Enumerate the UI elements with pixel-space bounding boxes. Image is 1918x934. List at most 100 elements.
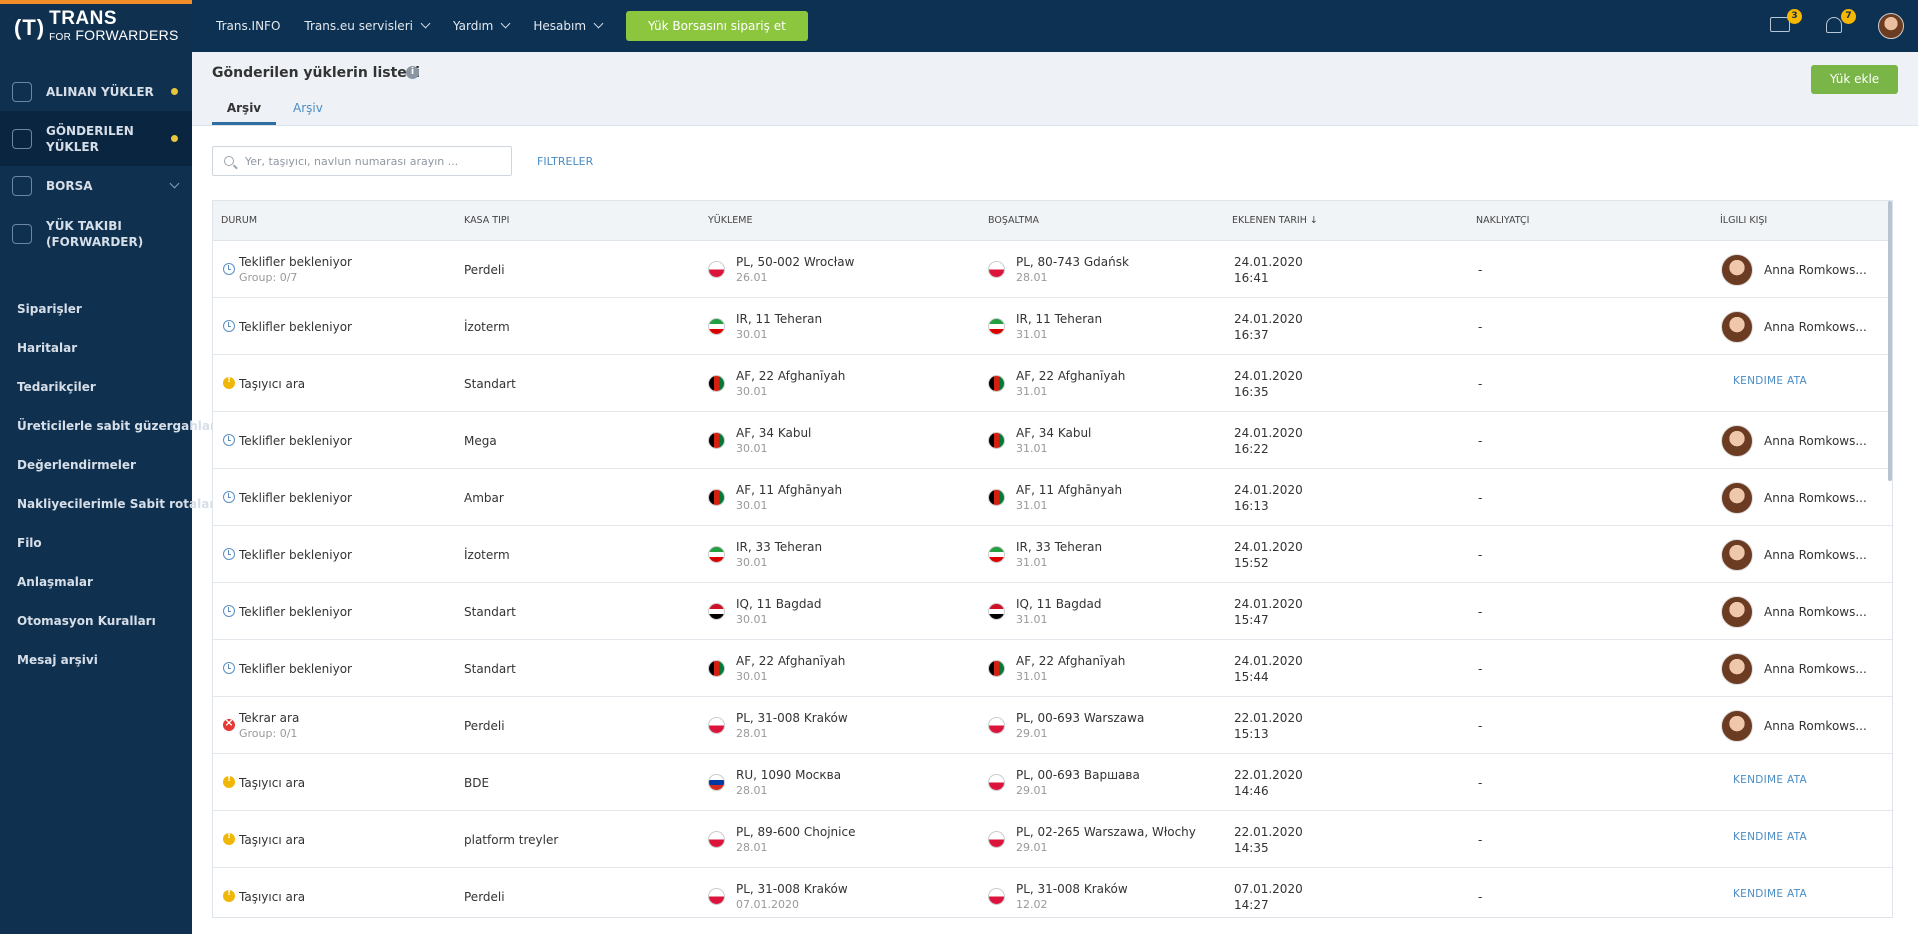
chevron-down-icon <box>420 18 431 29</box>
page-title: Gönderilen yüklerin listesi <box>212 65 420 81</box>
table-row[interactable]: Teklifler bekleniyor İzoterm IR, 11 Tehera… <box>213 298 1892 355</box>
sidebar-item-gonderilen-yukler[interactable]: GÖNDERILEN YÜKLER <box>0 111 192 166</box>
contact-avatar <box>1721 482 1753 514</box>
clock-icon <box>223 491 235 503</box>
col-carrier[interactable]: NAKLIYATÇI <box>1476 215 1530 226</box>
table-row[interactable]: Teklifler bekleniyor Standart AF, 22 Afgha… <box>213 640 1892 697</box>
messages-button[interactable]: 3 <box>1770 9 1802 35</box>
contact-person[interactable]: Anna Romkows... <box>1764 433 1867 448</box>
clock-icon <box>223 263 235 275</box>
nav-trans-info[interactable]: Trans.INFO <box>216 19 280 33</box>
sidebar-item-alinan-yukler[interactable]: ALINAN YÜKLER <box>0 72 192 111</box>
added-time: 16:41 <box>1234 270 1269 285</box>
tab-arsiv[interactable]: Arşiv <box>293 101 323 115</box>
unloading-place: IR, 11 Teheran <box>1016 311 1103 326</box>
added-date: 24.01.2020 <box>1234 311 1303 326</box>
notifications-button[interactable]: 7 <box>1824 9 1856 35</box>
contact-person[interactable]: Anna Romkows... <box>1764 604 1867 619</box>
col-contact-person[interactable]: İLGILI KIŞI <box>1720 215 1768 226</box>
added-time: 15:52 <box>1234 555 1269 570</box>
sidebar-link-siparisler[interactable]: Siparişler <box>17 302 82 316</box>
unloading-date: 28.01 <box>1016 270 1048 284</box>
clock-icon <box>223 605 235 617</box>
unloading-place: PL, 31-008 Kraków <box>1016 881 1128 896</box>
table-row[interactable]: Teklifler bekleniyor Standart IQ, 11 Bagda… <box>213 583 1892 640</box>
col-added-date[interactable]: EKLENEN TARIH ↓ <box>1232 215 1318 226</box>
status-text: Teklifler bekleniyor <box>239 490 352 505</box>
sidebar-link-haritalar[interactable]: Haritalar <box>17 341 78 355</box>
contact-person[interactable]: Anna Romkows... <box>1764 319 1867 334</box>
table-row[interactable]: Teklifler bekleniyor Group: 0/7 Perdeli PL,… <box>213 241 1892 298</box>
filters-button[interactable]: FILTRELER <box>537 155 594 168</box>
table-row[interactable]: Taşıyıcı ara platform treyler PL, 89-600 C… <box>213 811 1892 868</box>
sidebar-link-filo[interactable]: Filo <box>17 536 42 550</box>
unloading-place: PL, 00-693 Warszawa <box>1016 710 1145 725</box>
warning-icon <box>223 774 235 788</box>
unloading-date: 31.01 <box>1016 441 1048 455</box>
carrier: - <box>1478 661 1483 676</box>
sidebar-link-degerlendirmeler[interactable]: Değerlendirmeler <box>17 458 136 472</box>
flag-ir-icon <box>708 318 725 335</box>
contact-person[interactable]: Anna Romkows... <box>1764 661 1867 676</box>
loading-place: IQ, 11 Bagdad <box>736 596 822 611</box>
contact-person[interactable]: Anna Romkows... <box>1764 262 1867 277</box>
tab-arsiv-active[interactable]: Arşiv <box>212 101 276 125</box>
bell-icon <box>1826 17 1842 33</box>
sidebar-link-sabit-guzergahlar[interactable]: Üreticilerle sabit güzergahlar <box>17 419 216 433</box>
loading-place: IR, 11 Teheran <box>736 311 823 326</box>
brand-logo[interactable]: (T) TRANS FOR FORWARDERS <box>0 4 192 52</box>
table-row[interactable]: Teklifler bekleniyor Ambar AF, 11 Afghānya… <box>213 469 1892 526</box>
col-body-type[interactable]: KASA TIPI <box>464 215 510 226</box>
sidebar-item-borsa[interactable]: BORSA <box>0 166 192 205</box>
table-row[interactable]: Teklifler bekleniyor İzoterm IR, 33 Tehera… <box>213 526 1892 583</box>
sidebar-link-sabit-rotalar[interactable]: Nakliyecilerimle Sabit rotalar <box>17 497 216 511</box>
carrier: - <box>1478 319 1483 334</box>
col-status[interactable]: DURUM <box>221 215 258 226</box>
assign-to-me-button[interactable]: KENDIME ATA <box>1733 375 1808 387</box>
contact-person[interactable]: Anna Romkows... <box>1764 547 1867 562</box>
loading-place: PL, 89-600 Chojnice <box>736 824 856 839</box>
flag-pl-icon <box>988 261 1005 278</box>
warning-icon <box>223 375 235 389</box>
added-time: 16:35 <box>1234 384 1269 399</box>
flag-pl-icon <box>988 774 1005 791</box>
search-input[interactable] <box>245 147 507 175</box>
status-text: Taşıyıcı ara <box>239 775 306 790</box>
add-load-button[interactable]: Yük ekle <box>1811 65 1898 94</box>
table-scrollbar[interactable] <box>1888 201 1892 481</box>
assign-to-me-button[interactable]: KENDIME ATA <box>1733 774 1808 786</box>
order-load-exchange-button[interactable]: Yük Borsasını sipariş et <box>626 11 808 41</box>
nav-help[interactable]: Yardım <box>453 18 511 33</box>
sidebar-link-anlasmalar[interactable]: Anlaşmalar <box>17 575 93 589</box>
flag-ir-icon <box>988 318 1005 335</box>
assign-to-me-button[interactable]: KENDIME ATA <box>1733 888 1808 900</box>
nav-trans-eu-services[interactable]: Trans.eu servisleri <box>304 18 431 33</box>
body-type: Standart <box>464 604 516 619</box>
sent-loads-icon <box>12 128 32 149</box>
col-unloading[interactable]: BOŞALTMA <box>988 215 1040 226</box>
info-icon[interactable]: i <box>406 66 419 79</box>
nav-account[interactable]: Hesabım <box>533 18 604 33</box>
carrier: - <box>1478 376 1483 391</box>
sidebar-link-tedarikciler[interactable]: Tedarikçiler <box>17 380 96 394</box>
col-loading[interactable]: YÜKLEME <box>708 215 753 226</box>
table-row[interactable]: Teklifler bekleniyor Mega AF, 34 Kabul 30.0… <box>213 412 1892 469</box>
contact-avatar <box>1721 254 1753 286</box>
flag-af-icon <box>708 489 725 506</box>
user-avatar[interactable] <box>1878 13 1904 39</box>
sidebar-link-mesaj-arsivi[interactable]: Mesaj arşivi <box>17 653 98 667</box>
assign-to-me-button[interactable]: KENDIME ATA <box>1733 831 1808 843</box>
sidebar-link-otomasyon-kurallari[interactable]: Otomasyon Kuralları <box>17 614 156 628</box>
table-body: Teklifler bekleniyor Group: 0/7 Perdeli PL,… <box>213 241 1892 917</box>
clock-icon <box>223 320 235 332</box>
contact-person[interactable]: Anna Romkows... <box>1764 490 1867 505</box>
flag-pl-icon <box>708 717 725 734</box>
contact-person[interactable]: Anna Romkows... <box>1764 718 1867 733</box>
warning-icon <box>223 888 235 902</box>
flag-af-icon <box>988 375 1005 392</box>
sidebar-item-yuk-takibi[interactable]: YÜK TAKIBI (FORWARDER) <box>0 205 192 262</box>
